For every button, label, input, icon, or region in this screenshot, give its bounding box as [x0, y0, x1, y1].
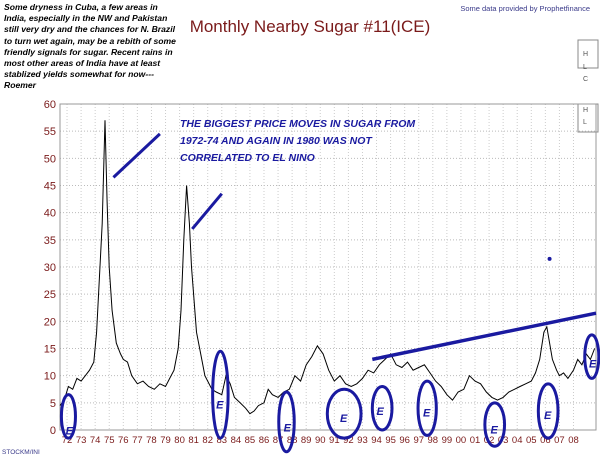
- el-nino-label: E: [284, 423, 292, 435]
- el-nino-ellipse: [325, 387, 363, 440]
- plot-frame: [59, 103, 597, 431]
- callout-arrow: [191, 192, 223, 230]
- el-nino-ellipse: [277, 390, 296, 454]
- x-tick-label: 00: [456, 435, 467, 446]
- price-series: [59, 120, 596, 415]
- y-tick-label: 45: [44, 181, 56, 193]
- x-tick-label: 92: [343, 435, 354, 446]
- annotation-text: THE BIGGEST PRICE MOVES IN SUGAR FROM 19…: [180, 118, 416, 164]
- trendline: [371, 311, 597, 362]
- x-tick-label: 86: [259, 435, 270, 446]
- x-tick-label: 93: [357, 435, 368, 446]
- side-panel-label: H: [583, 51, 588, 58]
- callout-arrow: [112, 132, 161, 179]
- el-nino-ellipse: [536, 382, 560, 440]
- y-tick-label: 15: [44, 344, 56, 356]
- x-tick-label: 91: [329, 435, 340, 446]
- x-tick-label: 89: [301, 435, 312, 446]
- x-tick-label: 82: [202, 435, 213, 446]
- side-panel-label: L: [583, 119, 587, 126]
- x-tick-label: 79: [160, 435, 171, 446]
- y-tick-label: 5: [50, 398, 56, 410]
- x-tick-label: 90: [315, 435, 326, 446]
- chart-grid: [60, 103, 596, 431]
- x-tick-label: 97: [413, 435, 424, 446]
- y-tick-label: 60: [44, 99, 56, 111]
- el-nino-markup: E E E E E E E E E: [59, 132, 600, 454]
- x-tick-label: 96: [399, 435, 410, 446]
- x-tick-label: 75: [104, 435, 115, 446]
- x-tick-label: 81: [188, 435, 199, 446]
- x-tick-label: 95: [385, 435, 396, 446]
- el-nino-ellipse: [483, 401, 507, 448]
- x-tick-label: 84: [231, 435, 242, 446]
- side-panel-label: H: [583, 107, 588, 114]
- x-tick-label: 01: [470, 435, 481, 446]
- x-tick-label: 06: [540, 435, 551, 446]
- x-tick-label: 72: [62, 435, 73, 446]
- y-tick-label: 0: [50, 425, 56, 437]
- side-panel-top-frame: [577, 39, 599, 69]
- x-tick-label: 78: [146, 435, 157, 446]
- chart-title: Monthly Nearby Sugar #11(ICE): [189, 17, 431, 36]
- data-provider-credit: Some data provided by Prophetfinance: [460, 4, 590, 13]
- y-tick-label: 40: [44, 208, 56, 220]
- el-nino-label: E: [589, 359, 597, 371]
- el-nino-ellipse: [370, 385, 394, 432]
- y-tick-label: 50: [44, 153, 56, 165]
- x-tick-label: 99: [442, 435, 453, 446]
- el-nino-label: E: [490, 424, 498, 436]
- y-tick-label: 35: [44, 235, 56, 247]
- x-tick-label: 74: [90, 435, 101, 446]
- x-tick-label: 03: [498, 435, 509, 446]
- source-label: STOCKM/INI: [2, 449, 40, 456]
- side-panel-label: L: [583, 64, 587, 71]
- y-tick-label: 30: [44, 262, 56, 274]
- commentary-note: Some dryness in Cuba, a few areas in Ind…: [4, 2, 179, 92]
- el-nino-label: E: [66, 425, 74, 437]
- el-nino-label: E: [544, 410, 552, 422]
- el-nino-ellipse: [416, 379, 438, 437]
- price-line: [59, 120, 596, 415]
- y-tick-label: 20: [44, 316, 56, 328]
- x-tick-label: 07: [554, 435, 565, 446]
- x-tick-label: 05: [526, 435, 537, 446]
- x-tick-label: 08: [568, 435, 579, 446]
- outlier-point: [547, 256, 552, 261]
- x-tick-label: 73: [76, 435, 87, 446]
- el-nino-label: E: [216, 399, 224, 411]
- x-tick-label: 76: [118, 435, 129, 446]
- y-tick-label: 25: [44, 289, 56, 301]
- x-tick-label: 83: [216, 435, 227, 446]
- x-tick-label: 85: [245, 435, 256, 446]
- x-tick-label: 87: [273, 435, 284, 446]
- y-tick-label: 10: [44, 371, 56, 383]
- el-nino-ellipse: [211, 349, 230, 440]
- x-tick-label: 98: [428, 435, 439, 446]
- el-nino-label: E: [423, 407, 431, 419]
- x-tick-label: 80: [174, 435, 185, 446]
- side-panel-label: C: [583, 76, 588, 83]
- el-nino-label: E: [377, 406, 385, 418]
- el-nino-ellipse: [59, 393, 77, 440]
- x-tick-label: 04: [512, 435, 523, 446]
- x-tick-label: 77: [132, 435, 143, 446]
- x-tick-label: 94: [371, 435, 382, 446]
- el-nino-ellipse: [583, 333, 600, 380]
- el-nino-label: E: [340, 413, 348, 425]
- y-tick-label: 55: [44, 126, 56, 138]
